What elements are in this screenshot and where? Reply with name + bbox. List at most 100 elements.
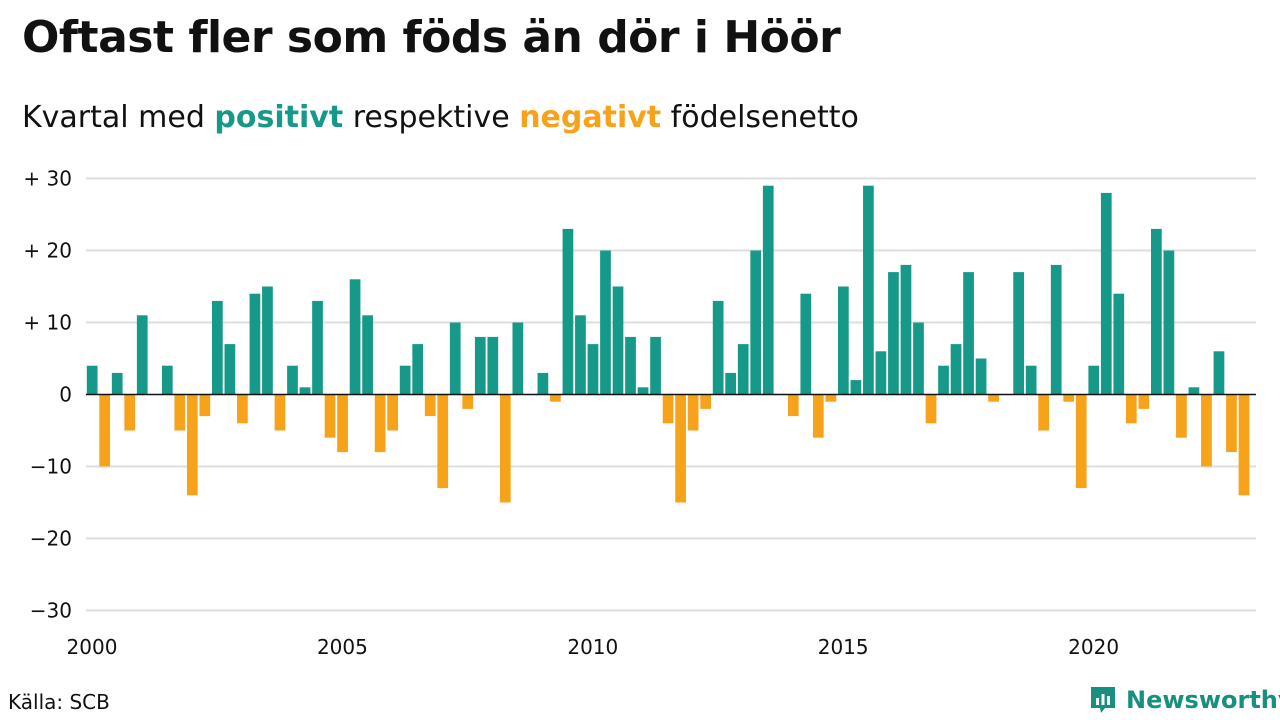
subtitle-positive-label: positivt xyxy=(214,100,344,135)
bar xyxy=(1100,192,1112,395)
bar xyxy=(750,250,762,395)
bar xyxy=(437,394,449,489)
bar xyxy=(863,185,874,395)
bar xyxy=(787,394,799,417)
y-tick-label: + 30 xyxy=(23,167,72,191)
bar xyxy=(186,394,198,496)
bars xyxy=(86,185,1250,503)
y-tick-label: −30 xyxy=(30,599,72,623)
y-tick-label: 0 xyxy=(59,383,72,407)
bar xyxy=(199,394,211,417)
bar xyxy=(838,286,849,395)
y-tick-label: −10 xyxy=(30,455,72,479)
brand-name: Newsworthy xyxy=(1126,686,1280,714)
bar xyxy=(374,394,386,453)
bar xyxy=(412,344,424,395)
bar xyxy=(812,394,824,438)
bar xyxy=(499,394,511,503)
bar xyxy=(800,293,812,395)
bar xyxy=(1038,394,1050,431)
bar xyxy=(99,394,111,467)
bar xyxy=(687,394,699,431)
bar xyxy=(537,372,549,395)
bar xyxy=(1125,394,1137,424)
bar xyxy=(587,344,599,395)
bar xyxy=(512,322,524,395)
bar xyxy=(174,394,186,431)
bar xyxy=(650,336,661,395)
y-axis-ticks: + 30 + 20 + 10 0 −10 −20 −30 xyxy=(23,167,72,623)
subtitle-prefix: Kvartal med xyxy=(22,100,215,135)
bar xyxy=(86,365,98,395)
bar xyxy=(262,286,273,395)
bar xyxy=(424,394,436,417)
bar xyxy=(136,315,148,395)
bar xyxy=(600,250,611,395)
bar xyxy=(925,394,937,424)
bar xyxy=(362,315,373,395)
bar xyxy=(875,351,887,395)
bar-chart: + 30+ 20+ 100−10−20−30 2000 2005 2010 2015 2… xyxy=(23,167,1256,659)
bar xyxy=(737,344,749,395)
bar xyxy=(762,185,774,395)
bar xyxy=(287,365,298,395)
bar xyxy=(575,315,586,395)
bar xyxy=(349,279,361,395)
bar xyxy=(1163,250,1175,395)
bar xyxy=(312,300,323,395)
bar xyxy=(337,394,348,453)
bar xyxy=(637,387,649,395)
bar xyxy=(1075,394,1087,489)
chart-title: Oftast fler som föds än dör i Höör xyxy=(22,12,841,63)
bar xyxy=(625,336,636,395)
bar xyxy=(1188,387,1200,395)
bar xyxy=(950,344,962,395)
x-tick-label: 2000 xyxy=(67,635,118,659)
bar xyxy=(850,380,862,395)
newsworthy-logo-icon xyxy=(1091,687,1115,713)
bar xyxy=(124,394,136,431)
x-axis-ticks: 2000 2005 2010 2015 2020 xyxy=(67,635,1120,659)
bar xyxy=(324,394,336,438)
bar xyxy=(1013,272,1024,395)
y-tick-label: + 10 xyxy=(23,311,72,335)
bar xyxy=(274,394,286,431)
bar xyxy=(1176,394,1187,438)
bar xyxy=(913,322,924,395)
bar xyxy=(161,365,173,395)
bar xyxy=(975,358,987,395)
y-tick-label: + 20 xyxy=(23,239,72,263)
bar xyxy=(487,336,499,395)
bar xyxy=(938,365,949,395)
bar xyxy=(988,394,999,402)
bar xyxy=(1063,394,1075,402)
bar xyxy=(712,300,724,395)
source-note: Källa: SCB xyxy=(8,690,110,714)
bar xyxy=(1201,394,1212,467)
bar xyxy=(725,372,737,395)
bar xyxy=(212,300,223,395)
x-tick-label: 2015 xyxy=(818,635,869,659)
bar xyxy=(900,264,912,395)
bar xyxy=(474,336,486,395)
x-tick-label: 2005 xyxy=(317,635,368,659)
y-tick-label: −20 xyxy=(30,527,72,551)
bar xyxy=(1226,394,1237,453)
bar xyxy=(1050,264,1062,395)
bar xyxy=(462,394,474,409)
bar xyxy=(299,387,311,395)
bar xyxy=(1138,394,1150,409)
bar xyxy=(1151,228,1162,395)
x-tick-label: 2010 xyxy=(567,635,618,659)
bar xyxy=(1088,365,1100,395)
bar xyxy=(237,394,248,424)
subtitle-middle: respektive xyxy=(343,100,520,135)
bar xyxy=(449,322,461,395)
bar xyxy=(700,394,711,409)
bar xyxy=(224,344,236,395)
chart-subtitle: Kvartal med positivt respektive negativt… xyxy=(22,100,859,135)
bar xyxy=(1025,365,1037,395)
bar xyxy=(675,394,686,503)
bar xyxy=(1238,394,1250,496)
bar xyxy=(1113,293,1125,395)
